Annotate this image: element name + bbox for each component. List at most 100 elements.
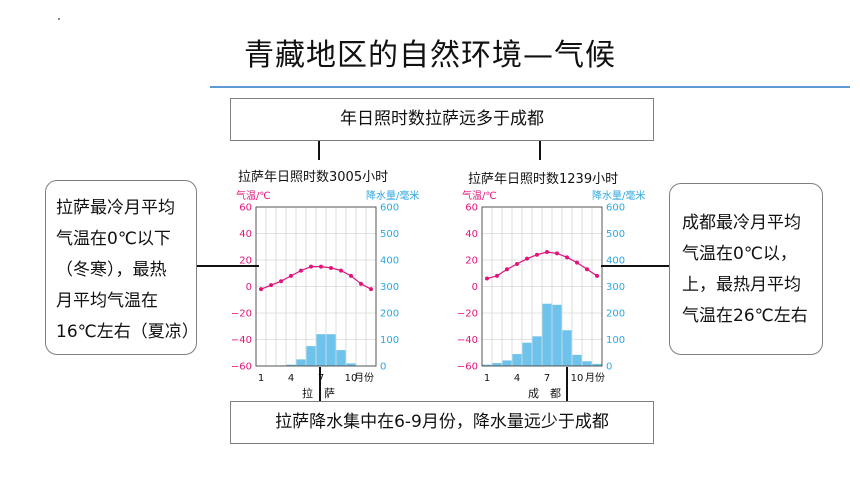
- temperature-point: [319, 264, 323, 269]
- temperature-point: [535, 252, 539, 257]
- page-title: 青藏地区的自然环境—气候: [244, 38, 616, 73]
- temperature-point: [309, 264, 313, 269]
- month-tick-label: 4: [288, 373, 294, 384]
- temperature-tick-label: 0: [472, 282, 478, 293]
- temperature-point: [279, 279, 283, 284]
- connector-top-right: [539, 141, 541, 160]
- temperature-point: [595, 273, 599, 278]
- precipitation-bar: [326, 334, 336, 366]
- note-line: 气温在26℃左右: [682, 306, 808, 326]
- precipitation-tick-label: 600: [606, 203, 625, 214]
- precipitation-bar: [306, 346, 316, 366]
- month-tick-label: 1: [484, 373, 490, 384]
- month-unit-label: 月份: [585, 372, 605, 384]
- precipitation-tick-label: 600: [380, 203, 399, 214]
- plot-frame: [481, 206, 603, 367]
- temperature-tick-label: −20: [457, 309, 478, 320]
- temperature-point: [575, 260, 579, 265]
- temperature-tick-label: −60: [231, 362, 252, 373]
- temperature-point: [585, 267, 589, 272]
- plot-frame: [255, 206, 377, 367]
- note-line: （冬寒），最热: [56, 260, 167, 280]
- precipitation-bar: [582, 361, 592, 366]
- note-line: 月平均气温在: [56, 291, 158, 311]
- temperature-point: [349, 273, 353, 278]
- sunshine-comparison-box: 年日照时数拉萨远多于成都: [230, 98, 654, 141]
- temperature-point: [505, 267, 509, 272]
- temperature-point: [339, 268, 343, 273]
- connector-right: [601, 265, 669, 267]
- temperature-point: [369, 287, 373, 292]
- precipitation-tick-label: 100: [380, 335, 399, 346]
- temperature-point: [289, 273, 293, 278]
- precipitation-tick-label: 200: [606, 309, 625, 320]
- note-line: 上，最热月平均: [682, 275, 801, 295]
- temperature-tick-label: 40: [239, 229, 252, 240]
- note-line: 气温在0℃以，: [682, 244, 797, 264]
- lhasa-temperature-note: 拉萨最冷月平均 气温在0℃以下 （冬寒），最热 月平均气温在 16℃左右（夏凉）: [45, 180, 199, 355]
- month-tick-label: 10: [345, 373, 358, 384]
- month-tick-label: 7: [544, 373, 550, 384]
- note-line: 拉萨最冷月平均: [56, 198, 175, 218]
- precipitation-bar: [296, 359, 306, 366]
- temperature-point: [495, 273, 499, 278]
- temperature-point: [259, 287, 263, 292]
- temperature-tick-label: 60: [239, 203, 252, 214]
- temperature-tick-label: −20: [231, 309, 252, 320]
- temperature-axis-title: 气温/℃: [462, 189, 497, 202]
- temperature-point: [485, 276, 489, 281]
- temperature-point: [515, 261, 519, 266]
- precipitation-bar: [492, 363, 502, 366]
- city-label-lhasa: 拉 萨: [302, 386, 335, 400]
- month-tick-label: 1: [258, 373, 264, 384]
- connector-left: [197, 265, 259, 267]
- precipitation-axis-title: 降水量/毫米: [366, 189, 419, 202]
- precipitation-tick-label: 100: [606, 335, 625, 346]
- decorative-dot: [58, 18, 60, 20]
- month-tick-label: 4: [514, 373, 520, 384]
- precipitation-bar: [532, 336, 542, 366]
- chengdu-climate-chart: 气温/℃ 降水量/毫米 6040200−20−40−60600500400300…: [457, 189, 645, 400]
- precipitation-bar: [286, 364, 296, 366]
- temperature-point: [269, 283, 273, 288]
- connector-top-left: [318, 141, 320, 160]
- precipitation-axis-title: 降水量/毫米: [592, 189, 645, 202]
- temperature-point: [299, 268, 303, 273]
- precipitation-bar: [522, 342, 532, 366]
- month-tick-label: 7: [318, 373, 324, 384]
- month-tick-label: 10: [571, 373, 584, 384]
- precipitation-bar: [502, 360, 512, 366]
- temperature-tick-label: 20: [465, 256, 478, 267]
- connector-bottom-right: [566, 367, 568, 401]
- precipitation-bar: [336, 350, 346, 366]
- chengdu-sunshine-caption: 拉萨年日照时数1239小时: [468, 172, 619, 187]
- title-underline: [210, 86, 850, 88]
- precipitation-bar: [482, 364, 492, 366]
- precipitation-bar: [542, 303, 552, 366]
- temperature-point: [525, 256, 529, 261]
- precipitation-tick-label: 300: [380, 282, 399, 293]
- temperature-tick-label: 20: [239, 256, 252, 267]
- temperature-tick-label: 60: [465, 203, 478, 214]
- precipitation-bar: [552, 304, 562, 366]
- precipitation-bar: [346, 363, 356, 366]
- temperature-tick-label: −40: [231, 335, 252, 346]
- precipitation-bar: [592, 363, 602, 366]
- precipitation-tick-label: 400: [380, 256, 399, 267]
- precipitation-bar: [316, 334, 326, 366]
- precipitation-tick-label: 500: [380, 229, 399, 240]
- precipitation-bar: [562, 330, 572, 366]
- temperature-point: [545, 250, 549, 255]
- chengdu-temperature-note: 成都最冷月平均 气温在0℃以， 上，最热月平均 气温在26℃左右: [669, 183, 823, 355]
- city-label-chengdu: 成 都: [528, 387, 561, 400]
- month-unit-label: 月份: [354, 372, 374, 384]
- precipitation-tick-label: 300: [606, 282, 625, 293]
- temperature-axis-title: 气温/℃: [236, 189, 271, 202]
- precipitation-bar: [512, 354, 522, 366]
- note-line: 气温在0℃以下: [56, 229, 171, 249]
- lhasa-sunshine-caption: 拉萨年日照时数3005小时: [238, 170, 389, 185]
- temperature-point: [359, 281, 363, 286]
- precipitation-tick-label: 500: [606, 229, 625, 240]
- lhasa-climate-chart: 气温/℃ 降水量/毫米 6040200−20−40−60600500400300…: [231, 189, 419, 400]
- precipitation-tick-label: 400: [606, 256, 625, 267]
